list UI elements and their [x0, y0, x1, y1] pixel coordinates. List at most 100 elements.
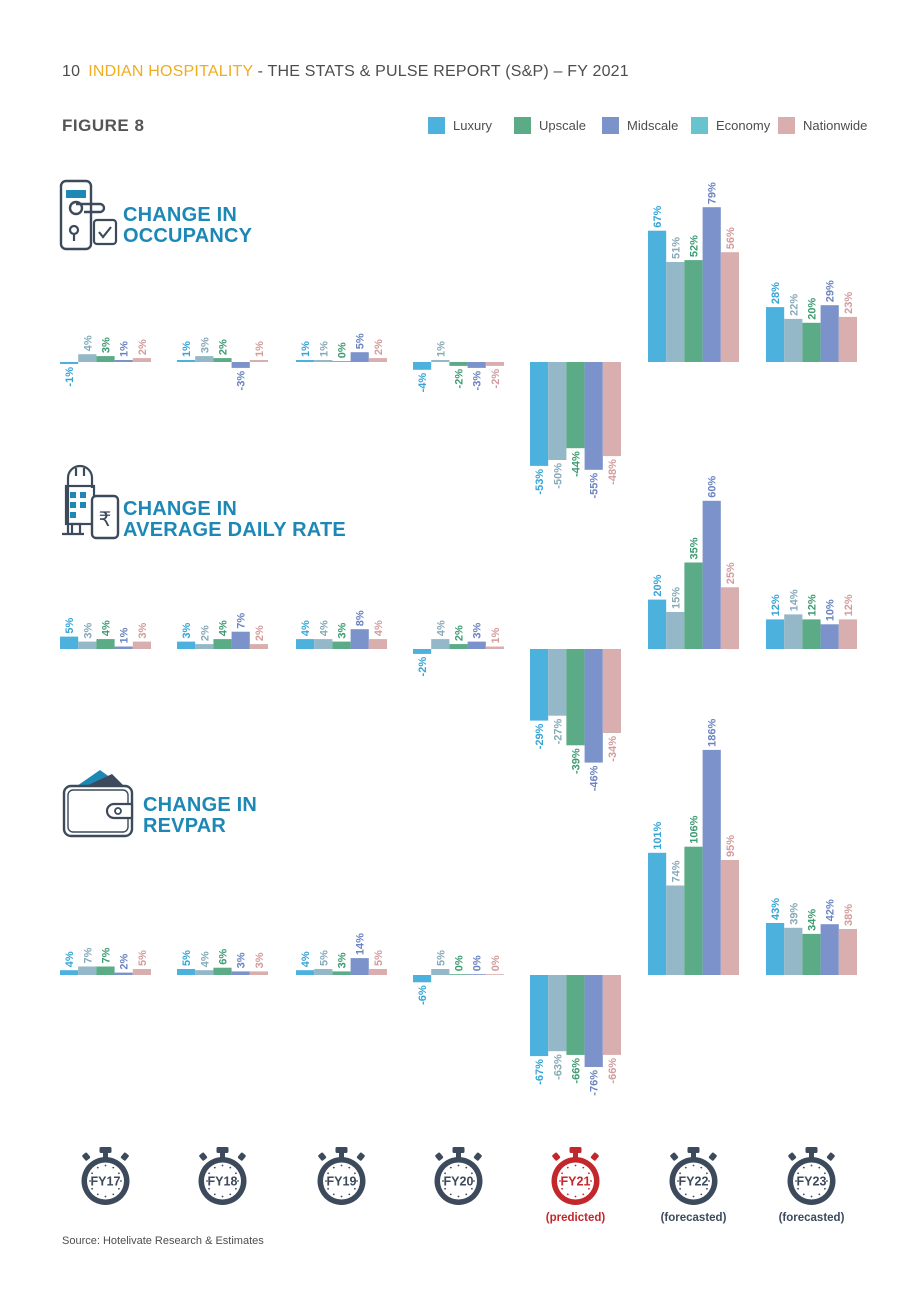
data-label-luxury-fy17: 4%: [64, 951, 76, 967]
data-label-luxury-fy23: 43%: [770, 898, 782, 920]
data-label-nationwide-fy22: 25%: [725, 562, 737, 584]
bar-economy-fy18: [195, 970, 214, 975]
bar-upscale-fy23: [802, 322, 821, 362]
data-label-nationwide-fy20: 1%: [490, 627, 502, 643]
data-label-economy-fy17: 7%: [82, 947, 94, 963]
bar-economy-fy23: [784, 318, 803, 362]
bar-economy-fy20: [431, 639, 450, 649]
bar-luxury-fy23: [766, 307, 785, 362]
bar-upscale-fy17: [96, 639, 115, 649]
data-label-nationwide-fy23: 12%: [843, 594, 855, 616]
data-label-nationwide-fy17: 3%: [137, 622, 149, 638]
bar-midscale-fy19: [350, 958, 369, 975]
bar-nationwide-fy19: [368, 639, 387, 649]
bar-midscale-fy19: [350, 629, 369, 649]
data-label-upscale-fy17: 4%: [101, 620, 113, 636]
data-label-midscale-fy22: 186%: [707, 719, 719, 747]
bar-luxury-fy21: [530, 362, 549, 466]
data-label-midscale-fy18: 7%: [236, 613, 248, 629]
data-label-nationwide-fy18: 1%: [254, 341, 266, 357]
fiscal-year-timeline: FY17 FY18 FY19 FY20 FY21 (predicted) FY22 (fore…: [81, 1147, 845, 1224]
bar-upscale-fy21: [566, 975, 585, 1055]
bar-economy-fy22: [666, 612, 685, 650]
data-label-midscale-fy20: 0%: [472, 955, 484, 971]
bar-economy-fy17: [78, 641, 97, 649]
bar-nationwide-fy22: [720, 587, 739, 650]
bar-midscale-fy20: [467, 974, 486, 975]
legend-swatch-upscale: [514, 116, 531, 134]
chart-change-in-occupancy: -1% 4% 3% 1% 2% 1% 3% 2% -3% 1% 1% 1% 0% 5% 2% -4% 1% -2%…: [60, 182, 857, 498]
bar-midscale-fy22: [702, 207, 721, 362]
data-label-economy-fy20: 5%: [435, 950, 447, 966]
bar-luxury-fy21: [530, 975, 549, 1057]
data-label-upscale-fy20: 0%: [454, 955, 466, 971]
bar-luxury-fy18: [177, 969, 196, 975]
stopwatch-fy21: FY21: [551, 1147, 600, 1205]
bar-upscale-fy23: [802, 933, 821, 975]
bar-luxury-fy18: [177, 641, 196, 649]
bar-upscale-fy19: [332, 641, 351, 649]
data-label-luxury-fy19: 4%: [300, 951, 312, 967]
data-label-midscale-fy18: -3%: [236, 371, 248, 391]
bar-luxury-fy20: [413, 362, 432, 370]
stopwatch-fy17: FY17: [81, 1147, 130, 1205]
bar-upscale-fy17: [96, 966, 115, 975]
bar-midscale-fy17: [114, 972, 133, 975]
section-title-occupancy: CHANGE IN OCCUPANCY: [123, 205, 252, 247]
data-label-nationwide-fy20: -2%: [490, 369, 502, 389]
data-label-midscale-fy22: 60%: [707, 476, 719, 498]
data-label-nationwide-fy23: 38%: [843, 904, 855, 926]
bar-nationwide-fy18: [249, 971, 268, 975]
data-label-economy-fy19: 4%: [318, 620, 330, 636]
data-label-midscale-fy17: 1%: [119, 627, 131, 643]
data-label-economy-fy21: -50%: [552, 463, 564, 489]
bar-economy-fy23: [784, 614, 803, 649]
data-label-nationwide-fy19: 5%: [373, 950, 385, 966]
bar-economy-fy23: [784, 927, 803, 975]
data-label-economy-fy18: 3%: [199, 337, 211, 353]
bar-upscale-fy20: [449, 644, 468, 649]
bar-upscale-fy21: [566, 362, 585, 449]
section-title-adr: CHANGE IN AVERAGE DAILY RATE: [123, 499, 346, 541]
bar-economy-fy19: [314, 360, 333, 362]
wallet-icon: [62, 770, 134, 838]
bar-nationwide-fy22: [720, 860, 739, 975]
data-label-midscale-fy19: 14%: [355, 933, 367, 955]
data-label-upscale-fy21: -39%: [571, 748, 583, 774]
section-title-line1: CHANGE IN: [143, 794, 258, 816]
bar-midscale-fy17: [114, 360, 133, 362]
door-lock-icon: [59, 179, 118, 251]
data-label-upscale-fy21: -44%: [571, 451, 583, 477]
page-number: 10: [62, 63, 81, 80]
data-label-nationwide-fy22: 56%: [725, 227, 737, 249]
data-label-luxury-fy21: -53%: [534, 469, 546, 495]
bar-upscale-fy21: [566, 649, 585, 746]
data-label-nationwide-fy21: -48%: [607, 459, 619, 485]
bar-nationwide-fy22: [720, 252, 739, 362]
data-label-luxury-fy23: 12%: [770, 594, 782, 616]
bar-upscale-fy19: [332, 361, 351, 362]
data-label-economy-fy22: 74%: [670, 860, 682, 882]
data-label-luxury-fy19: 1%: [300, 341, 312, 357]
section-title-line1: CHANGE IN: [123, 204, 238, 226]
bar-luxury-fy17: [60, 970, 79, 975]
legend-label-luxury: Luxury: [453, 117, 493, 133]
report-title: - THE STATS & PULSE REPORT (S&P) – FY 20…: [253, 63, 629, 80]
stopwatch-fy20: FY20: [434, 1147, 483, 1205]
data-label-economy-fy22: 51%: [670, 237, 682, 259]
section-title-revpar: CHANGE IN REVPAR: [143, 795, 257, 837]
data-label-luxury-fy18: 1%: [181, 341, 193, 357]
data-label-economy-fy21: -63%: [552, 1054, 564, 1080]
bar-economy-fy20: [431, 360, 450, 362]
bar-upscale-fy17: [96, 356, 115, 362]
data-label-luxury-fy17: -1%: [64, 367, 76, 387]
section-title-line2: OCCUPANCY: [123, 225, 253, 247]
data-label-nationwide-fy21: -34%: [607, 736, 619, 762]
stopwatch-fy23: FY23: [787, 1147, 836, 1205]
data-label-upscale-fy18: 2%: [218, 339, 230, 355]
fiscal-year-note: (forecasted): [779, 1212, 845, 1224]
data-label-upscale-fy22: 52%: [689, 235, 701, 257]
bar-luxury-fy18: [177, 360, 196, 362]
data-label-nationwide-fy17: 5%: [137, 950, 149, 966]
bar-nationwide-fy23: [838, 619, 857, 649]
